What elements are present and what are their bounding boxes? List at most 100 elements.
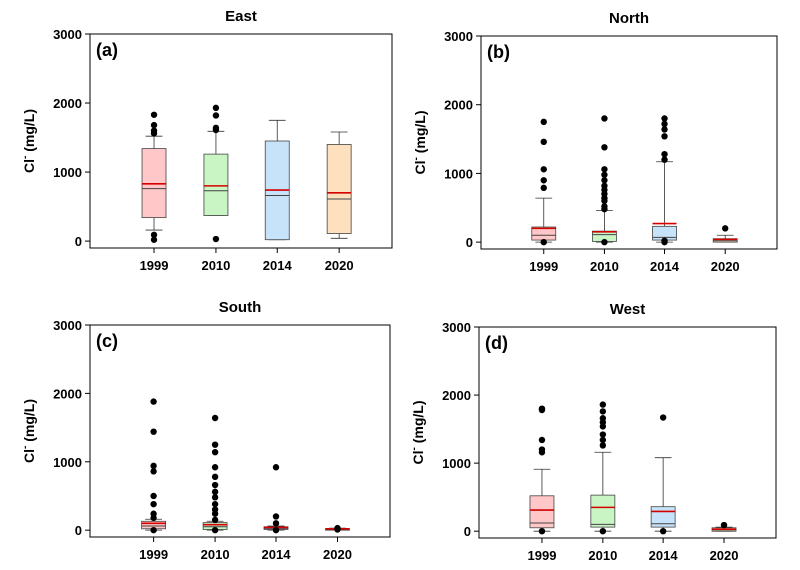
x-tick-label: 2014 [649, 548, 679, 563]
outlier-point [211, 526, 219, 534]
outlier-point [211, 500, 219, 508]
outlier-point [659, 527, 667, 535]
box-2010 [202, 414, 228, 534]
box-2014 [650, 414, 676, 535]
box-2010 [590, 401, 616, 535]
outlier-point [599, 415, 607, 422]
y-tick-label: 1000 [444, 166, 473, 181]
plot-frame [89, 324, 391, 538]
box-2010 [592, 115, 617, 246]
y-tick-label: 1000 [53, 165, 82, 180]
chart-title: North [609, 10, 649, 27]
outlier-point [272, 513, 280, 520]
outlier-point [211, 488, 219, 496]
y-axis-label: Cl- (mg/L) [409, 401, 426, 465]
box-2014 [263, 464, 289, 534]
plot-frame [89, 33, 393, 249]
x-tick-label: 2020 [323, 547, 352, 562]
x-tick-label: 2020 [710, 548, 739, 563]
outlier-point [150, 462, 157, 470]
x-tick-label: 1999 [140, 258, 169, 273]
x-tick-label: 1999 [139, 547, 168, 562]
outlier-point [150, 398, 157, 405]
outlier-point [538, 446, 546, 453]
outlier-point [599, 408, 607, 415]
panel-label: (c) [96, 331, 118, 351]
outlier-point [150, 510, 157, 517]
box-2010 [203, 104, 229, 243]
box-body [590, 494, 616, 528]
box-body [529, 495, 555, 529]
box-body [326, 144, 352, 234]
y-tick-label: 0 [466, 235, 473, 250]
outlier-point [601, 238, 608, 246]
outlier-point [150, 236, 158, 243]
outlier-point [538, 527, 546, 535]
box-2014 [652, 115, 677, 246]
x-tick-label: 2010 [590, 259, 619, 274]
y-axis-label: Cl- (mg/L) [20, 399, 37, 463]
outlier-point [211, 481, 219, 489]
outlier-point [540, 238, 547, 246]
outlier-point [211, 464, 219, 471]
outlier-point [601, 171, 608, 178]
outlier-point [334, 524, 341, 532]
outlier-point [212, 104, 220, 112]
outlier-point [211, 414, 219, 422]
outlier-point [599, 401, 607, 408]
outlier-point [599, 527, 607, 535]
outlier-point [540, 177, 547, 184]
outlier-point [540, 184, 547, 192]
outlier-point [150, 526, 157, 534]
y-tick-label: 0 [75, 523, 82, 538]
box-2014 [264, 119, 290, 241]
outlier-point [661, 115, 668, 122]
box-1999 [531, 118, 557, 246]
outlier-point [212, 112, 220, 119]
outlier-point [601, 115, 608, 122]
box-2020 [325, 524, 350, 533]
outlier-point [540, 166, 547, 173]
box-1999 [529, 405, 555, 535]
outlier-point [601, 177, 608, 184]
outlier-point [150, 492, 157, 500]
outlier-point [272, 526, 280, 534]
x-tick-label: 2010 [201, 258, 230, 273]
outlier-point [150, 127, 158, 134]
outlier-point [211, 516, 219, 524]
x-tick-label: 2010 [201, 547, 230, 562]
outlier-point [661, 156, 668, 163]
x-tick-label: 2020 [711, 259, 740, 274]
outlier-point [599, 436, 607, 444]
chart-panel-west: West (d) 0 1000 2000 3000 Cl- (mg/L) 1999 2010 20… [409, 301, 777, 563]
y-axis-label: Cl- (mg/L) [20, 109, 37, 173]
outlier-point [661, 120, 668, 128]
outlier-point [211, 506, 219, 513]
box-1999 [141, 398, 167, 534]
outlier-point [661, 126, 668, 133]
y-tick-label: 2000 [444, 98, 473, 113]
outlier-point [661, 133, 668, 140]
x-tick-label: 2014 [263, 258, 293, 273]
outlier-point [540, 118, 547, 126]
outlier-point [538, 436, 546, 444]
outlier-point [150, 468, 157, 475]
outlier-point [722, 225, 729, 232]
outlier-point [212, 124, 220, 132]
y-axis-label: Cl- (mg/L) [411, 111, 428, 175]
outlier-point [150, 111, 158, 118]
panel-label: (b) [487, 42, 510, 62]
outlier-point [150, 428, 157, 435]
chart-title: West [610, 301, 646, 318]
outlier-point [212, 235, 220, 243]
chart-panel-south: South (c) 0 1000 2000 3000 Cl- (mg/L) 1999 2010 2… [20, 299, 391, 562]
panel-label: (a) [96, 40, 118, 60]
box-2020 [712, 225, 738, 243]
box-2020 [326, 131, 352, 239]
outlier-point [661, 150, 668, 158]
chart-title: South [219, 299, 262, 316]
box-body [203, 153, 229, 216]
outlier-point [211, 473, 219, 481]
outlier-point [272, 464, 280, 471]
